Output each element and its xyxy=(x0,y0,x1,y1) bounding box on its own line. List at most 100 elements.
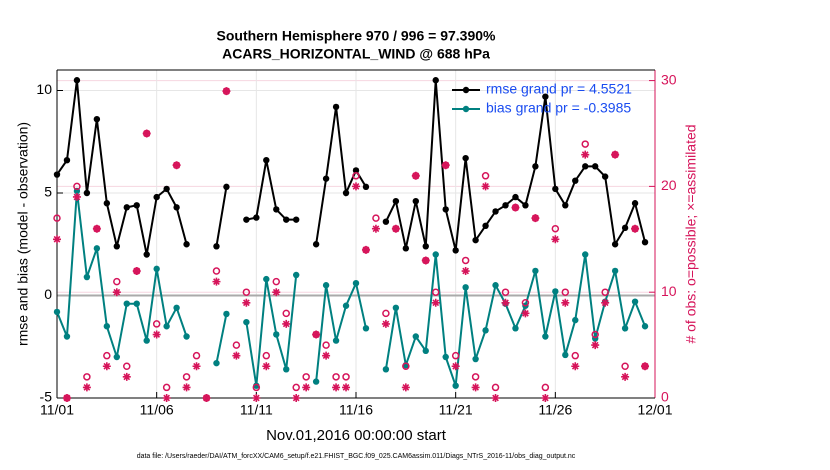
obs-assimilated xyxy=(262,362,271,371)
obs-possible xyxy=(232,341,241,349)
obs-possible xyxy=(481,172,490,180)
obs-possible xyxy=(53,214,61,222)
legend-label: bias grand pr = -0.3985 xyxy=(486,100,631,116)
point xyxy=(53,171,61,178)
point xyxy=(73,77,81,84)
point xyxy=(532,163,539,170)
y-tick-label: 5 xyxy=(44,184,52,200)
point xyxy=(153,193,160,201)
obs-assimilated xyxy=(451,362,460,371)
obs-assimilated xyxy=(631,224,640,233)
obs-assimilated xyxy=(172,161,181,170)
y-axis-label: rmse and bias (model - observation) xyxy=(15,122,31,346)
obs-assimilated xyxy=(252,394,261,402)
obs-assimilated xyxy=(72,192,81,201)
point xyxy=(213,359,220,367)
point xyxy=(432,77,439,84)
point xyxy=(631,298,639,305)
point xyxy=(273,206,280,213)
point xyxy=(492,208,499,215)
point xyxy=(572,177,579,184)
point xyxy=(512,325,519,332)
point xyxy=(223,310,230,318)
point xyxy=(352,167,360,174)
point xyxy=(163,185,170,193)
point xyxy=(611,267,619,275)
point xyxy=(143,251,150,258)
obs-possible xyxy=(292,383,300,392)
point xyxy=(532,267,539,275)
point xyxy=(263,157,270,164)
point xyxy=(123,300,130,307)
obs-assimilated xyxy=(561,298,570,307)
obs-possible xyxy=(103,351,111,360)
obs-possible xyxy=(282,309,290,318)
obs-possible xyxy=(83,373,91,381)
point xyxy=(462,154,469,162)
point xyxy=(542,93,549,100)
y2-tick-label: 0 xyxy=(661,389,669,405)
point xyxy=(153,265,160,273)
obs-assimilated xyxy=(142,129,151,138)
obs-assimilated xyxy=(132,267,141,276)
point xyxy=(113,243,121,250)
point xyxy=(631,200,639,207)
point xyxy=(392,198,400,205)
point xyxy=(462,284,469,291)
obs-assimilated xyxy=(162,394,171,402)
obs-assimilated xyxy=(431,298,440,307)
point xyxy=(83,273,91,281)
obs-assimilated xyxy=(202,394,211,402)
obs-assimilated xyxy=(192,362,201,371)
point xyxy=(452,247,459,254)
obs-assimilated xyxy=(312,330,321,339)
obs-possible xyxy=(192,351,201,360)
point xyxy=(382,218,390,225)
obs-possible xyxy=(501,288,510,296)
chart-title: ACARS_HORIZONTAL_WIND @ 688 hPa xyxy=(222,46,490,62)
point xyxy=(462,86,470,94)
point xyxy=(273,331,280,338)
obs-possible xyxy=(152,320,161,328)
point xyxy=(621,325,629,332)
obs-possible xyxy=(471,373,480,381)
obs-assimilated xyxy=(82,383,91,392)
point xyxy=(103,323,111,330)
point xyxy=(382,366,390,373)
obs-possible xyxy=(621,362,629,371)
y2-tick-label: 30 xyxy=(661,71,677,87)
obs-assimilated xyxy=(571,362,580,371)
point xyxy=(472,236,479,244)
obs-assimilated xyxy=(411,171,420,180)
obs-possible xyxy=(521,299,530,307)
point xyxy=(293,216,300,223)
obs-assimilated xyxy=(481,182,490,191)
point xyxy=(621,224,629,232)
point xyxy=(223,183,230,191)
obs-assimilated xyxy=(272,288,281,297)
series-line xyxy=(56,80,647,255)
point xyxy=(482,222,489,229)
point xyxy=(502,202,509,209)
obs-assimilated xyxy=(531,214,540,223)
point xyxy=(412,198,419,205)
point xyxy=(472,355,479,363)
x-tick-label: 12/01 xyxy=(637,402,672,418)
obs-assimilated xyxy=(421,256,430,265)
obs-assimilated xyxy=(242,298,251,307)
point xyxy=(263,275,270,283)
point xyxy=(133,300,140,307)
point xyxy=(572,316,579,324)
obs-assimilated xyxy=(361,245,370,254)
chart-title: Southern Hemisphere 970 / 996 = 97.390% xyxy=(217,28,497,44)
point xyxy=(462,105,470,113)
point xyxy=(342,189,350,197)
legend-label: rmse grand pr = 4.5521 xyxy=(486,81,632,97)
obs-assimilated xyxy=(581,150,590,159)
obs-assimilated xyxy=(511,203,520,212)
point xyxy=(362,183,370,191)
x-tick-label: 11/01 xyxy=(40,402,74,418)
obs-assimilated xyxy=(53,235,61,244)
x-axis-label: Nov.01,2016 00:00:00 start xyxy=(266,427,447,444)
